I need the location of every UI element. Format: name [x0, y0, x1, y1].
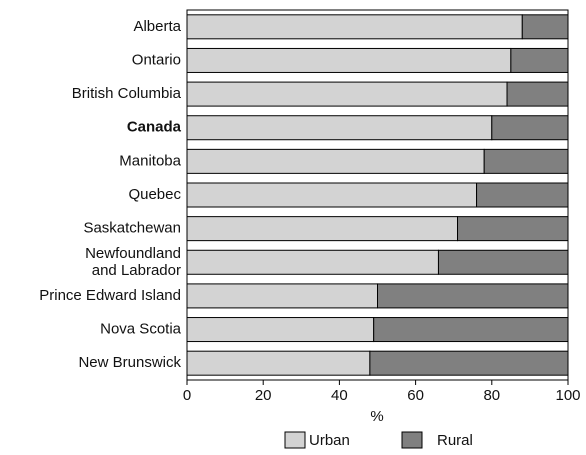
x-tick-label: 20 — [255, 387, 272, 404]
y-tick-label-line: and Labrador — [92, 262, 181, 279]
bar-segment — [186, 81, 508, 107]
y-tick-label: Canada — [127, 119, 182, 136]
bar-segment — [483, 148, 569, 174]
bar-segment — [186, 283, 378, 309]
bar-segment — [457, 216, 569, 242]
bar-segment — [186, 216, 459, 242]
x-tick-label: 100 — [555, 387, 580, 404]
x-axis-label: % — [370, 408, 383, 425]
bar-segment — [506, 81, 569, 107]
y-tick-label: Nova Scotia — [100, 321, 182, 338]
bar-segment — [510, 47, 569, 73]
y-tick-label: Manitoba — [119, 152, 181, 169]
bar-segment — [186, 115, 493, 141]
y-tick-label: Quebec — [128, 186, 181, 203]
bar-segment — [186, 317, 375, 343]
bar-segment — [186, 148, 485, 174]
y-tick-label: Alberta — [133, 18, 181, 35]
y-tick-label: New Brunswick — [78, 354, 181, 371]
bar-segment — [521, 14, 569, 40]
y-tick-label: Saskatchewan — [83, 220, 181, 237]
legend-label: Rural — [437, 432, 473, 449]
x-tick-label: 40 — [331, 387, 348, 404]
y-tick-label: Newfoundland and Labrador — [85, 245, 181, 279]
bar-segment — [369, 350, 569, 376]
bar-segment — [377, 283, 569, 309]
y-tick-label: Prince Edward Island — [39, 287, 181, 304]
plot-frame — [186, 9, 569, 381]
x-tick-label: 80 — [483, 387, 500, 404]
legend-label: Urban — [309, 432, 350, 449]
bar-segment — [373, 317, 569, 343]
y-tick-label: British Columbia — [72, 85, 182, 102]
bar-segment — [491, 115, 569, 141]
bar-segment — [186, 182, 478, 208]
bar-segment — [476, 182, 569, 208]
x-tick-label: 0 — [183, 387, 191, 404]
legend-swatch — [284, 431, 306, 449]
bar-segment — [186, 14, 523, 40]
bar-segment — [186, 350, 371, 376]
legend-swatch — [401, 431, 423, 449]
bar-segment — [437, 249, 569, 275]
x-tick-label: 60 — [407, 387, 424, 404]
y-tick-label-line: Newfoundland — [85, 245, 181, 262]
bar-segment — [186, 249, 439, 275]
y-tick-label: Ontario — [132, 51, 181, 68]
bar-segment — [186, 47, 512, 73]
